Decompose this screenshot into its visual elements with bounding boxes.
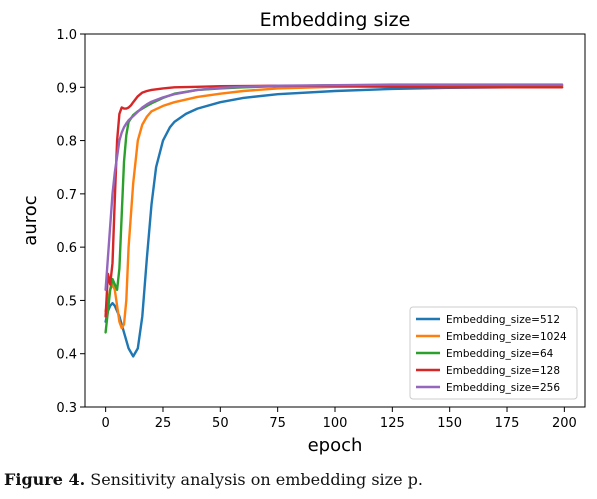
line-chart: Embedding size 0.30.40.50.60.70.80.91.0 … xyxy=(20,9,586,456)
x-axis-label: epoch xyxy=(308,435,363,456)
x-tick-label: 100 xyxy=(323,416,348,431)
x-tick-label: 200 xyxy=(552,416,577,431)
series-line-3 xyxy=(104,84,564,318)
y-tick-label: 0.5 xyxy=(56,294,77,309)
legend-label: Embedding_size=256 xyxy=(446,382,560,394)
y-tick-label: 0.3 xyxy=(56,401,77,416)
figure-caption: Figure 4. Sensitivity analysis on embedd… xyxy=(4,470,594,489)
series-line-1 xyxy=(104,84,564,330)
legend-box xyxy=(409,306,578,400)
x-tick-label: 125 xyxy=(380,416,405,431)
series-layer xyxy=(104,83,564,358)
x-tick-label: 0 xyxy=(102,416,110,431)
x-tick-label: 75 xyxy=(269,416,286,431)
y-tick-label: 0.7 xyxy=(56,188,77,203)
caption-label: Figure 4. xyxy=(4,470,86,489)
y-tick-label: 1.0 xyxy=(56,28,77,43)
x-tick-label: 50 xyxy=(212,416,229,431)
caption-text: Sensitivity analysis on embedding size p… xyxy=(85,470,423,489)
x-tick-label: 175 xyxy=(495,416,520,431)
series-line-0 xyxy=(104,86,564,358)
y-tick-label: 0.9 xyxy=(56,81,77,96)
series-line-4 xyxy=(104,83,564,291)
y-axis: 0.3 0.4 0.5 0.6 0.7 0.8 0.9 1.0 xyxy=(56,28,85,416)
legend-label: Embedding_size=128 xyxy=(446,365,560,377)
legend-label: Embedding_size=64 xyxy=(446,348,554,360)
x-axis: 0 25 50 75 100 125 150 175 200 xyxy=(102,407,577,431)
x-tick-label: 150 xyxy=(437,416,462,431)
legend-label: Embedding_size=1024 xyxy=(446,331,567,343)
y-tick-label: 0.6 xyxy=(56,241,77,256)
y-tick-label: 0.4 xyxy=(56,348,77,363)
y-axis-label: auroc xyxy=(20,195,41,245)
legend-label: Embedding_size=512 xyxy=(446,314,560,326)
x-tick-label: 25 xyxy=(155,416,172,431)
chart-title: Embedding size xyxy=(260,9,411,31)
y-tick-label: 0.8 xyxy=(56,135,77,150)
legend: Embedding_size=512 Embedding_size=1024 Emb… xyxy=(409,306,578,400)
